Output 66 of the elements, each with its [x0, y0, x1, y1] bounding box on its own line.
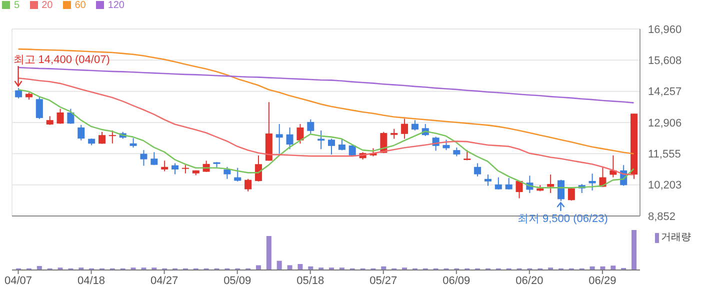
candlestick	[568, 186, 575, 202]
bar	[256, 265, 261, 270]
y-tick-label: 16,960	[648, 24, 682, 36]
legend-label: 5	[14, 0, 20, 11]
candlestick	[67, 108, 74, 124]
y-tick-label: 14,257	[648, 86, 682, 98]
candlestick	[442, 139, 450, 151]
x-tick-label: 05/09	[224, 274, 252, 287]
legend-label: 20	[42, 0, 53, 11]
candlestick	[234, 167, 242, 182]
y-tick-label: 11,555	[648, 148, 681, 161]
candlestick	[390, 128, 398, 140]
candlestick	[328, 138, 335, 155]
annotation: 최저 9,500 (06/23)	[517, 213, 608, 226]
bar	[632, 230, 637, 270]
candlestick	[224, 166, 231, 180]
bar	[298, 264, 303, 270]
y-tick-label: 12,906	[648, 117, 682, 130]
candlestick	[172, 162, 179, 175]
bar	[287, 265, 292, 270]
bar	[610, 266, 616, 270]
y-tick-label: 10,203	[648, 180, 682, 192]
candlestick	[411, 120, 418, 131]
candlestick	[254, 154, 262, 182]
candlestick	[56, 108, 64, 124]
candlestick	[276, 124, 283, 154]
bar	[266, 236, 272, 270]
legend-label: 거래량	[661, 232, 691, 244]
candlestick	[36, 96, 43, 120]
x-tick-label: 04/27	[150, 274, 178, 287]
candlestick	[588, 173, 596, 191]
candlestick	[516, 180, 523, 199]
candlestick	[15, 88, 22, 99]
legend-label: 60	[74, 0, 86, 11]
candlestick	[307, 118, 314, 134]
candlestick	[494, 176, 502, 190]
line-series	[18, 66, 634, 104]
candlestick	[98, 131, 106, 144]
candlestick	[474, 162, 482, 177]
x-tick-label: 06/20	[516, 274, 544, 287]
candlestick	[558, 179, 564, 202]
x-tick-label: 06/29	[588, 274, 616, 287]
candlestick	[108, 130, 116, 144]
candlestick	[150, 152, 158, 166]
candlestick	[338, 138, 346, 151]
x-tick-label: 06/09	[442, 274, 470, 287]
candlestick	[244, 178, 252, 192]
candlestick	[161, 160, 168, 172]
candlestick	[401, 118, 408, 140]
candlestick	[484, 174, 492, 186]
candlestick	[547, 174, 554, 194]
y-tick-label: 8,852	[648, 210, 676, 223]
x-tick-label: 04/07	[4, 274, 32, 287]
candlestick	[610, 154, 617, 178]
candlestick	[296, 124, 304, 144]
legend-label: 120	[108, 0, 124, 11]
bar	[276, 260, 282, 270]
x-tick-label: 04/18	[78, 274, 106, 287]
y-tick-label: 15,608	[648, 55, 682, 68]
candlestick	[140, 150, 148, 166]
annotation: 최고 14,400 (04/07)	[13, 54, 110, 66]
candlestick	[78, 124, 85, 141]
x-tick-label: 05/27	[370, 274, 398, 287]
candlestick	[286, 126, 294, 150]
candlestick	[130, 138, 137, 148]
x-tick-label: 05/18	[296, 274, 324, 287]
